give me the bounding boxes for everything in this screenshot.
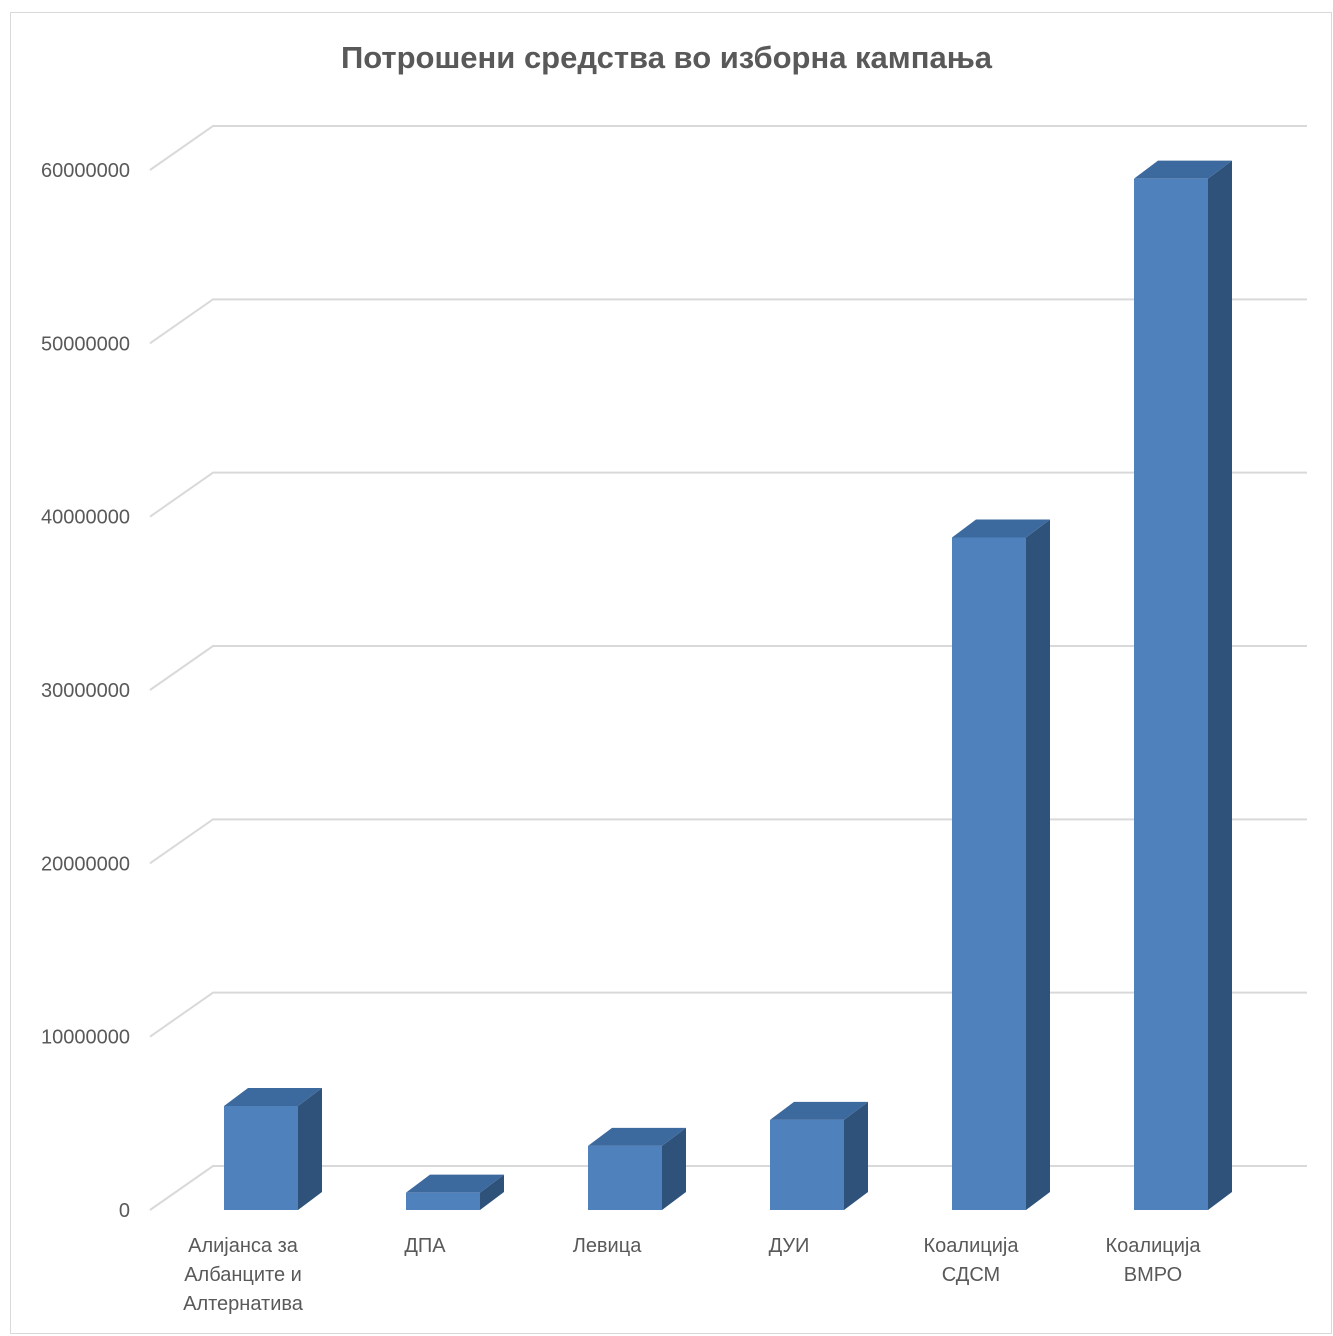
x-category-label: ДУИ — [769, 1235, 810, 1257]
bar-top — [952, 519, 1050, 538]
bar-side — [662, 1127, 686, 1210]
bar — [1134, 160, 1232, 1211]
bar — [952, 519, 1050, 1210]
gridline — [149, 298, 1307, 345]
y-tick-label: 50000000 — [41, 333, 130, 355]
x-category-label: Коалиција — [924, 1235, 1020, 1257]
gridline — [149, 471, 1307, 518]
bar — [224, 1088, 322, 1210]
bar-side — [298, 1088, 322, 1210]
x-category-label: Албанците и — [184, 1264, 302, 1286]
bar-front — [406, 1192, 480, 1210]
x-category-label: ДПА — [404, 1235, 446, 1257]
bar-side — [844, 1101, 868, 1210]
bar-top — [224, 1088, 322, 1106]
x-category-label: ВМРО — [1124, 1264, 1182, 1286]
bar-front — [224, 1106, 298, 1210]
gridline — [149, 818, 1307, 865]
bar — [770, 1101, 868, 1210]
bar-front — [770, 1119, 844, 1210]
y-tick-label: 10000000 — [41, 1027, 130, 1049]
x-category-label: Левица — [573, 1235, 643, 1257]
x-category-label: Алтернатива — [183, 1293, 304, 1315]
bar-top — [588, 1127, 686, 1146]
y-tick-label: 60000000 — [41, 160, 130, 182]
gridline — [149, 1165, 1307, 1211]
bar-front — [1134, 178, 1208, 1211]
gridline — [149, 125, 1307, 171]
bar — [406, 1174, 504, 1210]
x-category-label: Алијанса за — [188, 1235, 299, 1257]
bar-side — [480, 1174, 504, 1210]
bar-top — [406, 1174, 504, 1193]
bar-top — [770, 1101, 868, 1120]
chart-title: Потрошени средства во изборна кампања — [340, 40, 993, 75]
x-category-label: СДСМ — [942, 1264, 1000, 1286]
bar-front — [952, 537, 1026, 1210]
bar-front — [588, 1145, 662, 1210]
x-category-label: Коалиција — [1106, 1235, 1202, 1257]
y-tick-label: 30000000 — [41, 680, 130, 702]
gridline — [149, 645, 1307, 691]
bar-top — [1134, 160, 1232, 179]
y-tick-label: 40000000 — [41, 507, 130, 529]
bar-side — [1208, 160, 1232, 1211]
y-tick-label: 0 — [119, 1200, 130, 1222]
gridline — [149, 991, 1307, 1038]
bar-side — [1026, 519, 1050, 1210]
y-tick-label: 20000000 — [41, 853, 130, 875]
bar — [588, 1127, 686, 1210]
